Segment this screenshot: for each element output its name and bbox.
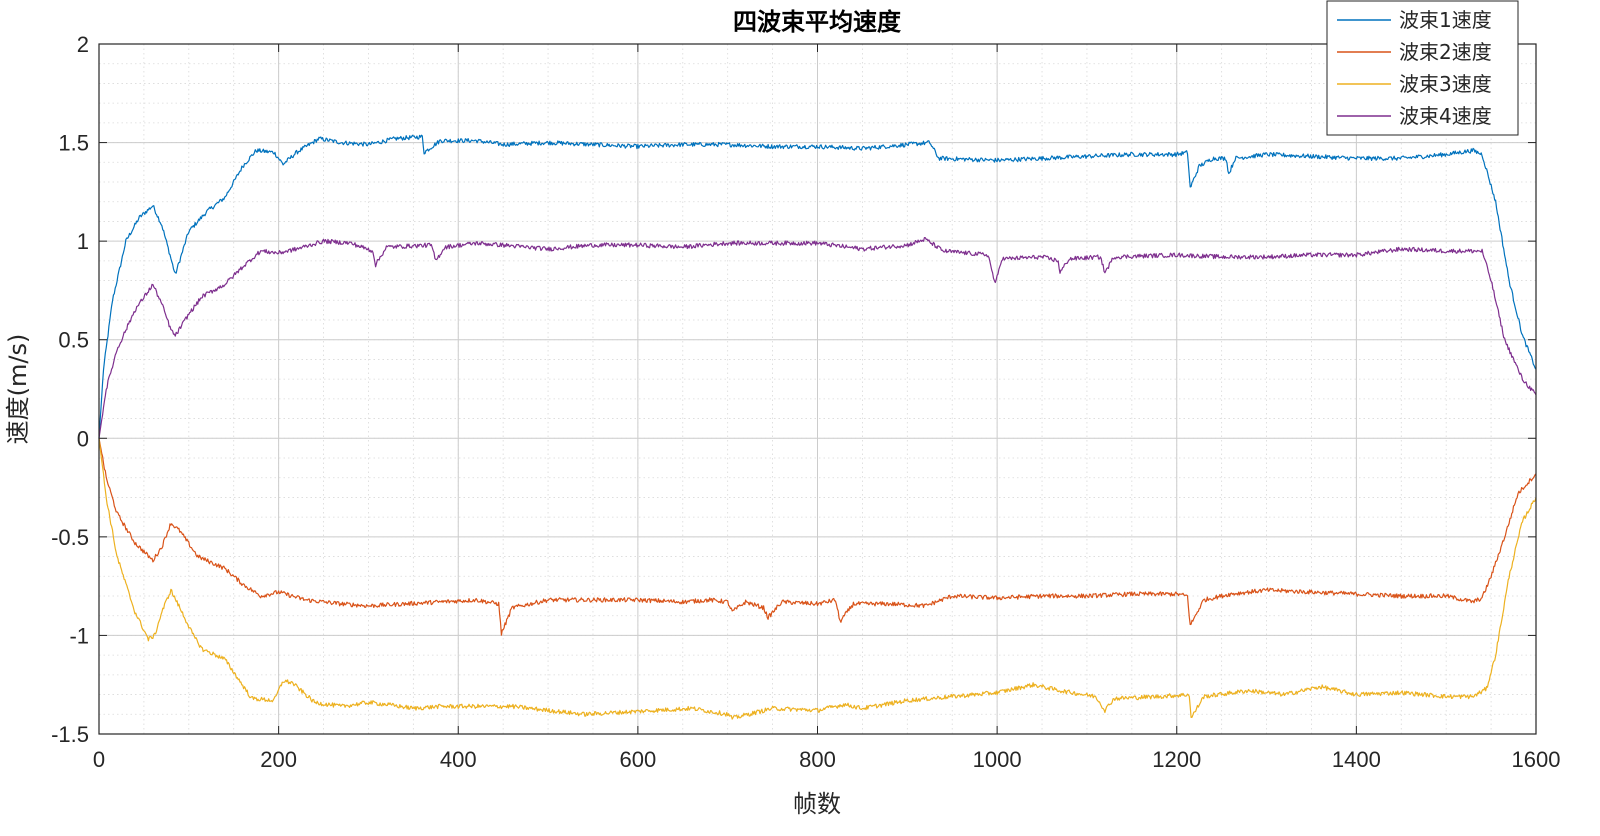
x-tick-label: 1000	[973, 747, 1022, 772]
chart-title: 四波束平均速度	[733, 8, 902, 36]
y-tick-label: -1	[69, 623, 89, 648]
series-layer	[98, 134, 1537, 720]
x-tick-label: 200	[260, 747, 297, 772]
y-tick-label: 0.5	[58, 328, 89, 353]
y-tick-label: 0	[77, 426, 89, 451]
legend-label-1: 波束1速度	[1399, 8, 1492, 32]
series-line-1	[98, 134, 1537, 439]
legend-label-2: 波束2速度	[1399, 40, 1492, 64]
y-tick-label: 1	[77, 229, 89, 254]
series-line-3	[98, 438, 1537, 720]
grid	[98, 43, 1537, 735]
y-tick-label: -0.5	[51, 525, 89, 550]
series-line-4	[98, 237, 1537, 439]
x-axis-label: 帧数	[793, 790, 841, 818]
y-tick-label: 1.5	[58, 131, 89, 156]
legend-label-3: 波束3速度	[1399, 72, 1492, 96]
legend-label-4: 波束4速度	[1399, 104, 1492, 128]
x-tick-label: 400	[440, 747, 477, 772]
series-line-2	[98, 438, 1537, 636]
legend-box	[1326, 0, 1519, 136]
x-tick-label: 800	[799, 747, 836, 772]
y-tick-label: 2	[77, 32, 89, 57]
ticks: 0 200 400 600 800 1000 1200 1400 1600 2 1.5 1 0.5 0 -0…	[51, 32, 1560, 772]
x-tick-label: 1200	[1152, 747, 1201, 772]
x-tick-label: 600	[620, 747, 657, 772]
y-axis-label: 速度(m/s)	[4, 334, 32, 445]
y-tick-label: -1.5	[51, 722, 89, 747]
x-tick-label: 0	[93, 747, 105, 772]
x-tick-label: 1400	[1332, 747, 1381, 772]
x-tick-label: 1600	[1512, 747, 1561, 772]
